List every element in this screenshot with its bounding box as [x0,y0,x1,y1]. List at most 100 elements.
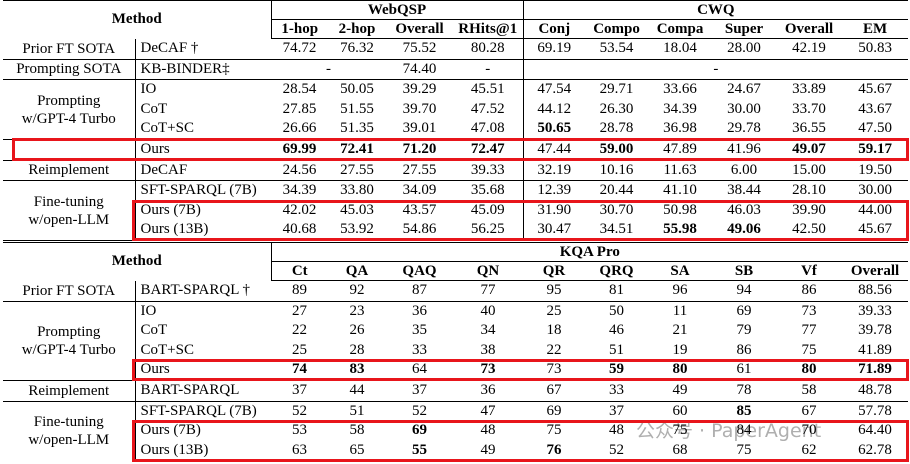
data-row: Ours (13B) 63 65 55 49 76 52 68 75 62 62.78 [3,440,909,462]
value-cell: 45.67 [842,79,909,100]
data-row: Ours (7B) 53 58 69 48 75 48 75 84 70 64.40 [3,421,908,441]
value-cell: 24.56 [271,159,328,181]
value-cell: 18 [546,322,562,339]
watermark: 公众号 · PaperAgent [636,420,822,442]
value-cell: 37 [585,400,648,422]
group-label-line: Prompting SOTA [16,61,122,78]
column-header: Compo [585,19,649,39]
value-cell: 36 [453,379,523,402]
value-cell: 75 [672,422,688,439]
value-cell: 42.02 [282,201,317,218]
value-cell: 37 [271,379,328,402]
value-cell: 72.47 [453,138,524,161]
value-cell: 72.41 [328,138,386,161]
value-cell: 45.03 [340,201,374,218]
group-label-line: Prompting [37,92,101,109]
data-row: Prior FT SOTA BART-SPARQL † 89 92 87 77 95 81 96… [3,280,908,302]
column-header: SB [712,261,776,281]
group-label-line: w/open-LLM [28,211,110,228]
value-cell: 36 [386,300,453,322]
method-name: IO [134,300,271,322]
value-cell: 63 [271,440,328,462]
value-cell: 42.19 [792,40,826,56]
data-row: Ours (13B) 40.68 53.92 54.86 56.25 30.47 34.51… [3,220,909,241]
value-cell: 65 [328,440,386,462]
value-cell: 55 [386,440,453,462]
value-cell: 44 [328,379,386,402]
data-row: Ours (7B) 42.02 45.03 43.57 45.09 31.90 30.70 5… [3,200,908,221]
value-cell: 73 [546,361,562,378]
subheader-row: 1-hop 2-hop Overall RHits@1 Conj Compo Compa Su… [3,19,909,39]
value-cell: 36.98 [663,120,697,137]
value-cell: 34.39 [271,180,328,201]
data-row: Fine-tuning w/open-LLM SFT-SPARQL (7B) 34.3… [3,180,909,241]
value-cell: 46.03 [727,201,761,218]
column-header: QA [328,261,386,281]
value-cell: 35 [412,322,427,339]
value-cell: 47.52 [470,100,505,117]
value-cell: 27 [271,300,328,322]
group-label-line: Prior FT SOTA [22,282,116,299]
column-header: SA [648,261,712,281]
value-cell: 64.40 [858,422,892,439]
value-cell: 45.09 [470,201,505,218]
column-header: RHits@1 [453,19,524,39]
value-cell: 77 [801,322,817,339]
column-header: 2-hop [328,19,386,39]
data-row: Prompting SOTA KB-BINDER‡ -74.40- - [3,58,909,80]
data-row: Prior FT SOTA DeCAF † 74.72 76.32 75.52 80.28… [3,38,908,60]
value-cell: 34.39 [663,100,697,117]
value-cell: 40.68 [271,220,328,241]
value-cell: 74.72 [282,40,317,56]
group-label: Fine-tuning w/open-LLM [3,180,135,241]
data-row: CoT+SC 26.66 51.35 39.01 47.08 50.65 28.78 36.9… [3,119,908,140]
dataset-header: WebQSP [271,0,524,20]
value-cell: 30.70 [599,201,634,218]
method-name: Ours (13B) [134,220,271,241]
value-cell: 28.78 [599,120,634,137]
value-cell: 39.33 [842,300,909,322]
value-cell: 33.80 [328,180,386,201]
value-cell: 41.10 [648,180,713,201]
data-row: Ours 69.99 72.41 71.20 72.47 47.44 59.00 47.89 4… [3,138,909,161]
value-cell: 77 [480,282,496,298]
value-cell: 56.25 [453,220,524,241]
value-cell: 44.12 [522,99,586,120]
value-cell: 69 [412,422,427,439]
value-cell: 76 [523,440,585,462]
method-name: CoT+SC [134,340,271,361]
value-cell: 70 [801,422,817,439]
column-header: 1-hop [271,19,328,39]
value-cell: 34.09 [386,180,453,201]
column-header: Overall [776,19,843,39]
value-cell: 39.90 [792,201,826,218]
value-cell: 12.39 [522,180,586,201]
value-cell: 50.65 [522,119,586,140]
value-cell: 94 [736,282,752,298]
value-cell: 22 [546,341,562,358]
value-cell: 88.56 [858,282,892,298]
value-cell: 47.44 [522,138,586,161]
group-label: Fine-tuning w/open-LLM [3,400,135,461]
value-cell: 48 [480,422,496,439]
dataset-header: CWQ [522,0,909,20]
value-cell: 26.66 [282,120,317,137]
value-cell: 47.54 [522,79,586,100]
value-cell: - [453,58,524,80]
value-cell: 76.32 [340,40,374,56]
dataset-header: KQA Pro [271,241,909,262]
value-cell: 50 [585,300,648,322]
value-cell: 51 [609,341,624,358]
value-cell: 31.90 [522,200,586,221]
method-name: BART-SPARQL † [134,280,271,302]
value-cell: 22 [292,322,307,339]
value-cell: 52 [386,400,453,422]
column-header: QRQ [585,261,648,281]
data-row: CoT 22 26 35 34 18 46 21 79 77 39.78 [3,321,908,341]
group-label-line: w/open-LLM [28,432,110,449]
value-cell: 75 [801,341,817,358]
value-cell: 64 [412,361,427,378]
table-body: Method KQA Pro Ct QA QAQ QN QR QRQ SA SB Vf Overall… [3,241,909,462]
group-label-line: w/GPT-4 Turbo [21,110,116,127]
